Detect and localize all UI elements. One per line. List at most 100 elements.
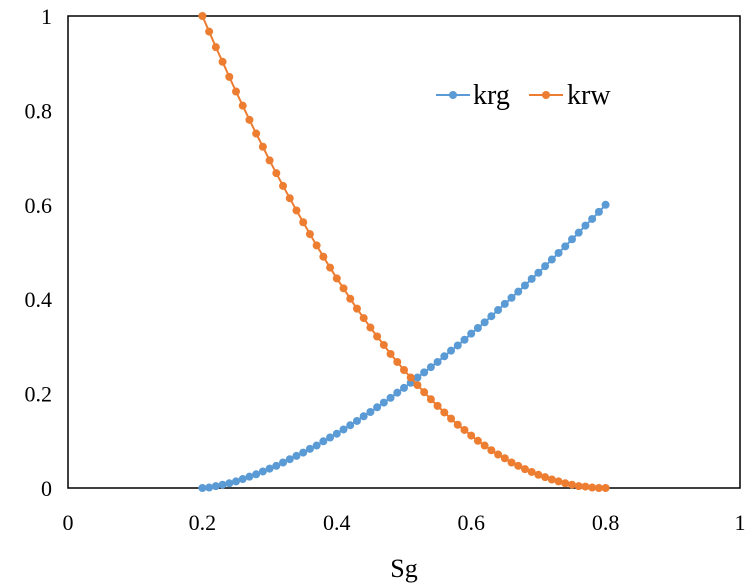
series-krw — [198, 12, 610, 492]
data-point-krg — [534, 268, 543, 277]
data-point-krw — [568, 480, 576, 489]
data-point-krg — [514, 287, 523, 296]
x-tick-label: 1 — [735, 510, 746, 535]
data-point-krw — [547, 475, 556, 484]
plot-frame — [67, 15, 741, 489]
data-point-krw — [527, 467, 536, 476]
data-point-krw — [507, 458, 516, 467]
data-point-krg — [205, 483, 214, 492]
data-point-krw — [534, 470, 543, 479]
y-tick-label: 1 — [41, 4, 52, 29]
data-point-krg — [258, 467, 267, 476]
data-point-krg — [420, 368, 429, 377]
data-point-krw — [232, 87, 240, 96]
data-point-krg — [568, 235, 576, 244]
data-point-krw — [198, 12, 207, 20]
data-point-krg — [339, 425, 348, 434]
x-tick-label: 0.6 — [457, 510, 485, 535]
data-point-krw — [272, 169, 281, 178]
y-tick-label: 0.4 — [25, 287, 53, 312]
data-point-krw — [299, 218, 308, 227]
data-point-krw — [352, 304, 361, 313]
data-point-krw — [594, 484, 603, 492]
data-point-krw — [447, 414, 456, 423]
legend-label-krg: krg — [473, 80, 510, 111]
data-point-krg — [232, 477, 240, 486]
data-point-krw — [252, 129, 261, 138]
data-point-krw — [238, 101, 247, 110]
data-point-krw — [426, 395, 435, 404]
series-krg — [198, 200, 610, 492]
legend-item-krw: krw — [529, 80, 611, 111]
data-point-krw — [346, 294, 355, 303]
series-line-krg — [202, 204, 607, 489]
data-point-krw — [386, 349, 395, 358]
data-point-krg — [393, 388, 402, 397]
data-point-krg — [218, 480, 227, 489]
data-point-krw — [400, 366, 408, 374]
data-point-krg — [326, 433, 335, 442]
data-point-krg — [433, 357, 442, 366]
data-point-krg — [225, 479, 234, 488]
data-point-krw — [218, 57, 227, 66]
data-point-krw — [285, 194, 294, 203]
data-point-krg — [299, 448, 308, 457]
legend: krg krw — [436, 80, 611, 111]
legend-item-krg: krg — [436, 80, 510, 111]
data-point-krw — [494, 450, 503, 459]
legend-marker-krg — [449, 91, 457, 99]
data-point-krw — [225, 72, 234, 81]
data-point-krg — [574, 228, 583, 237]
y-tick-label: 0 — [41, 476, 52, 501]
data-point-krw — [319, 252, 328, 261]
data-point-krw — [554, 477, 563, 486]
data-point-krg — [373, 403, 382, 412]
data-point-krg — [252, 470, 261, 479]
data-point-krg — [319, 437, 328, 446]
data-point-krg — [265, 464, 274, 473]
data-point-krg — [312, 441, 321, 450]
data-point-krw — [413, 381, 422, 390]
data-point-krw — [453, 420, 462, 429]
data-point-krw — [467, 431, 476, 440]
data-point-krw — [379, 340, 388, 349]
data-point-krg — [366, 408, 375, 417]
data-point-krg — [346, 421, 355, 430]
data-point-krw — [581, 482, 590, 491]
data-point-krw — [245, 115, 254, 124]
data-point-krw — [420, 388, 429, 397]
data-point-krw — [514, 461, 523, 470]
data-point-krw — [500, 454, 509, 463]
data-point-krg — [359, 412, 368, 421]
data-point-krw — [265, 156, 274, 165]
x-tick-label: 0.8 — [592, 510, 620, 535]
data-point-krw — [393, 357, 402, 366]
data-point-krg — [554, 248, 563, 257]
data-point-krg — [279, 458, 288, 467]
data-point-krg — [400, 383, 408, 392]
data-point-krw — [205, 27, 214, 36]
data-point-krw — [312, 241, 321, 250]
data-point-krg — [198, 484, 207, 492]
data-point-krw — [326, 263, 335, 272]
data-point-krw — [541, 473, 550, 482]
data-point-krw — [440, 408, 449, 417]
data-point-krw — [473, 436, 482, 445]
data-point-krg — [581, 221, 590, 230]
data-point-krg — [453, 341, 462, 350]
data-point-krg — [460, 335, 469, 344]
y-tick-label: 0.2 — [25, 382, 53, 407]
data-point-krw — [305, 230, 314, 239]
data-point-krg — [238, 475, 247, 484]
data-point-krg — [305, 444, 314, 453]
data-point-krg — [541, 262, 550, 271]
data-point-krg — [245, 472, 254, 481]
data-point-krw — [561, 479, 570, 488]
x-axis-label: Sg — [390, 554, 417, 583]
data-point-krg — [588, 214, 597, 223]
data-point-krg — [561, 242, 570, 251]
series-line-krw — [201, 15, 606, 489]
data-point-krg — [473, 323, 482, 332]
data-point-krg — [440, 352, 449, 361]
data-point-krw — [373, 332, 382, 341]
